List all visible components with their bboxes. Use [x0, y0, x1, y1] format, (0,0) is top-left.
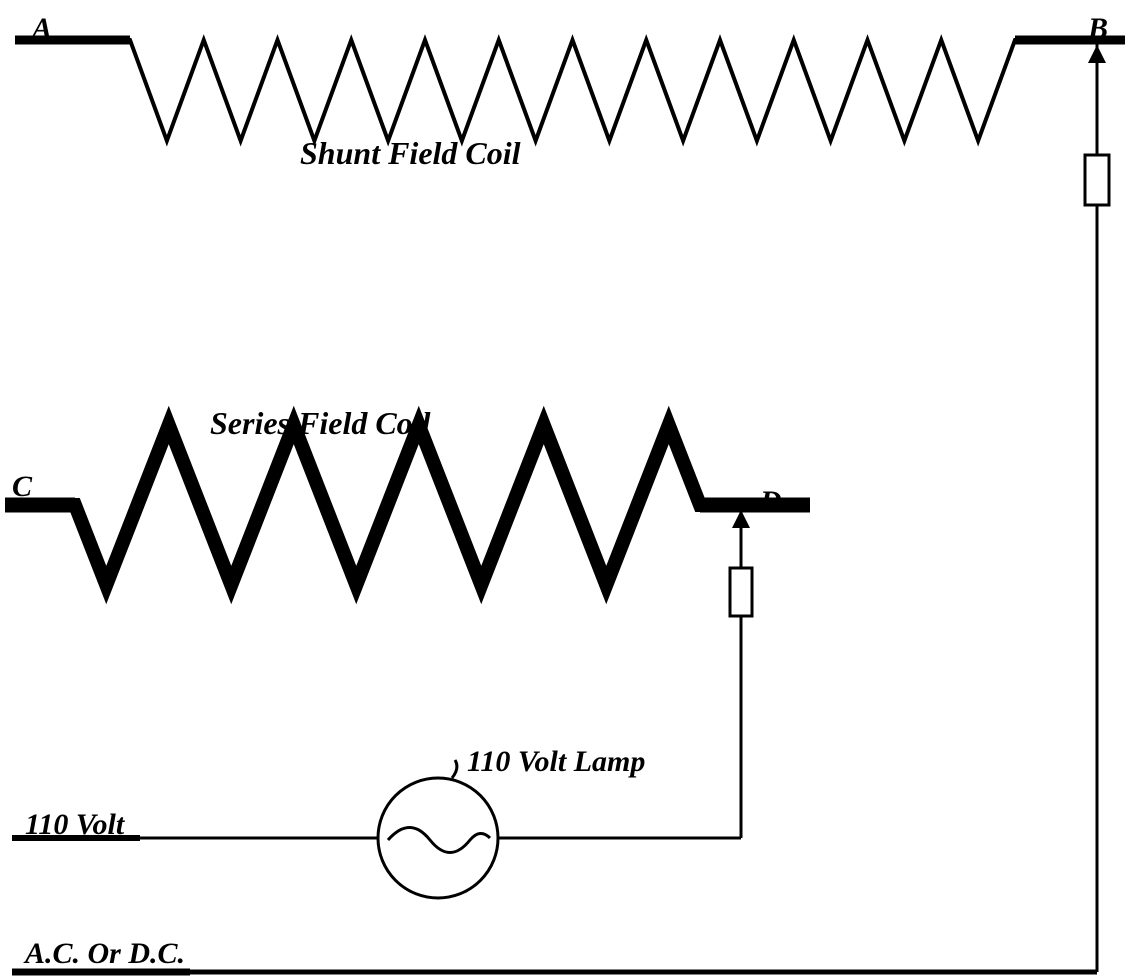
fuse-middle — [730, 568, 752, 616]
terminal-d-label: D — [760, 485, 782, 519]
lamp-icon — [378, 778, 498, 898]
series-field-coil — [5, 425, 810, 585]
source-label: A.C. Or D.C. — [25, 937, 185, 971]
lamp-label-hook — [452, 760, 457, 778]
voltage-label: 110 Volt — [25, 808, 124, 842]
arrow-d — [732, 510, 750, 528]
shunt-field-coil — [15, 40, 1125, 141]
arrow-b — [1088, 45, 1106, 63]
terminal-a-label: A — [32, 12, 52, 46]
terminal-c-label: C — [12, 470, 32, 504]
shunt-coil-label: Shunt Field Coil — [300, 135, 521, 172]
circuit-svg — [0, 0, 1144, 980]
terminal-b-label: B — [1088, 12, 1108, 46]
circuit-diagram: A B C D Shunt Field Coil Series Field Co… — [0, 0, 1144, 980]
fuse-right — [1085, 155, 1109, 205]
lamp-label: 110 Volt Lamp — [467, 745, 645, 779]
series-coil-label: Series Field Coil — [210, 405, 430, 442]
